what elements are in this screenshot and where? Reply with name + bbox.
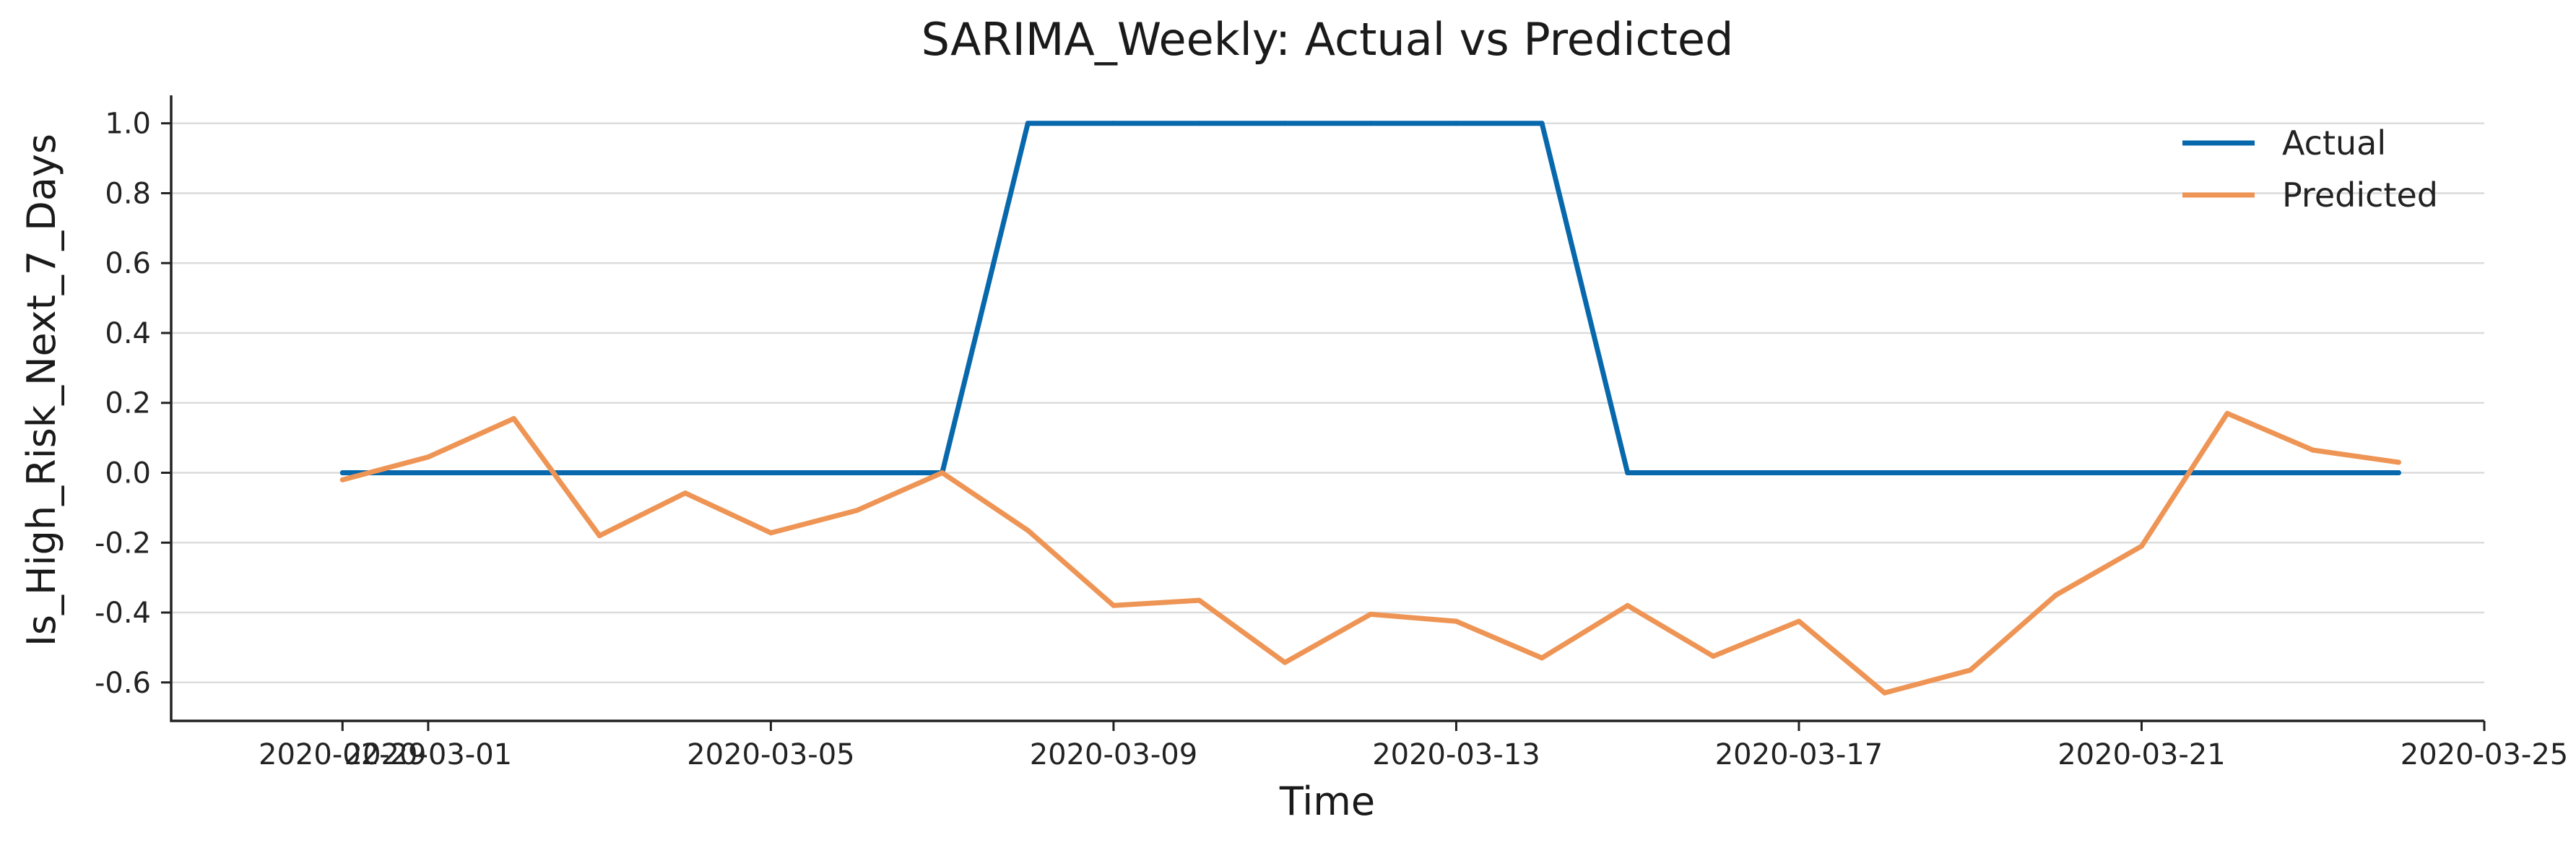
- y-tick-label: 0.4: [105, 317, 151, 350]
- x-tick-label: 2020-03-25: [2401, 738, 2568, 771]
- predicted-point: [339, 477, 345, 483]
- y-tick-label: -0.2: [95, 527, 151, 560]
- predicted-line: [339, 410, 2401, 696]
- y-tick-label: 0.2: [105, 387, 151, 420]
- actual-point: [1453, 121, 1459, 126]
- x-tick-label: 2020-03-01: [344, 738, 512, 771]
- actual-point: [425, 470, 431, 475]
- chart-title: SARIMA_Weekly: Actual vs Predicted: [921, 13, 1734, 66]
- actual-point: [854, 470, 859, 475]
- x-tick-label: 2020-03-13: [1372, 738, 1540, 771]
- predicted-point: [1368, 611, 1374, 617]
- predicted-point: [1710, 654, 1716, 659]
- actual-point: [339, 470, 345, 475]
- actual-point: [1882, 470, 1888, 475]
- actual-point: [768, 470, 773, 475]
- legend-label-actual: Actual: [2282, 124, 2386, 163]
- actual-point: [1282, 121, 1288, 126]
- predicted-point: [1025, 527, 1031, 533]
- y-tick-label: 0.0: [105, 457, 151, 490]
- actual-point: [1025, 121, 1031, 126]
- y-axis-label: Is_High_Risk_Next_7_Days: [19, 134, 64, 646]
- y-tick-label: 0.8: [105, 177, 151, 210]
- predicted-point: [2395, 459, 2401, 465]
- grid: [171, 122, 2484, 684]
- actual-line: [339, 121, 2401, 475]
- actual-point: [1710, 470, 1716, 475]
- x-tick-label: 2020-03-17: [1715, 738, 1883, 771]
- actual-point: [2139, 470, 2144, 475]
- predicted-point: [1111, 602, 1116, 608]
- predicted-point: [1796, 618, 1802, 624]
- x-axis-label: Time: [1279, 779, 1375, 824]
- predicted-point: [1625, 602, 1631, 608]
- actual-point: [2310, 470, 2316, 475]
- predicted-point: [2053, 592, 2059, 598]
- x-tick-label: 2020-03-05: [687, 738, 854, 771]
- y-tick-label: -0.4: [95, 597, 151, 630]
- predicted-point: [940, 470, 945, 475]
- predicted-point: [1539, 655, 1545, 661]
- predicted-point: [511, 416, 516, 421]
- predicted-point: [597, 533, 602, 539]
- legend: Actual Predicted: [2182, 124, 2438, 215]
- predicted-point: [1967, 667, 1973, 673]
- predicted-point: [1197, 597, 1202, 603]
- predicted-point: [2310, 447, 2316, 453]
- actual-point: [2395, 470, 2401, 475]
- predicted-point: [1453, 618, 1459, 624]
- actual-point: [682, 470, 688, 475]
- predicted-point: [1882, 690, 1888, 696]
- actual-point: [511, 470, 516, 475]
- x-tick-label: 2020-02-29: [259, 738, 426, 771]
- predicted-point: [854, 508, 859, 514]
- actual-point: [2224, 470, 2230, 475]
- actual-point: [1625, 470, 1631, 475]
- predicted-point: [768, 530, 773, 536]
- actual-point: [1967, 470, 1973, 475]
- predicted-point: [2224, 410, 2230, 416]
- actual-point: [1539, 121, 1545, 126]
- predicted-point: [2139, 543, 2144, 549]
- actual-point: [1368, 121, 1374, 126]
- predicted-point: [682, 490, 688, 496]
- series: [339, 121, 2401, 696]
- axes: -0.6 -0.4 -0.2 0.0 0.2 0.4 0.6 0.8 1.0 2020-02-29…: [95, 95, 2568, 771]
- legend-label-predicted: Predicted: [2282, 176, 2438, 215]
- y-tick-label: 1.0: [105, 108, 151, 141]
- x-tick-label: 2020-03-21: [2057, 738, 2225, 771]
- y-tick-label: 0.6: [105, 247, 151, 280]
- x-tick-label: 2020-03-09: [1030, 738, 1197, 771]
- actual-point: [2053, 470, 2059, 475]
- y-tick-label: -0.6: [95, 667, 151, 700]
- actual-point: [1197, 121, 1202, 126]
- actual-point: [1796, 470, 1802, 475]
- predicted-point: [1282, 659, 1288, 665]
- predicted-point: [425, 454, 431, 460]
- actual-point: [1111, 121, 1116, 126]
- actual-point: [597, 470, 602, 475]
